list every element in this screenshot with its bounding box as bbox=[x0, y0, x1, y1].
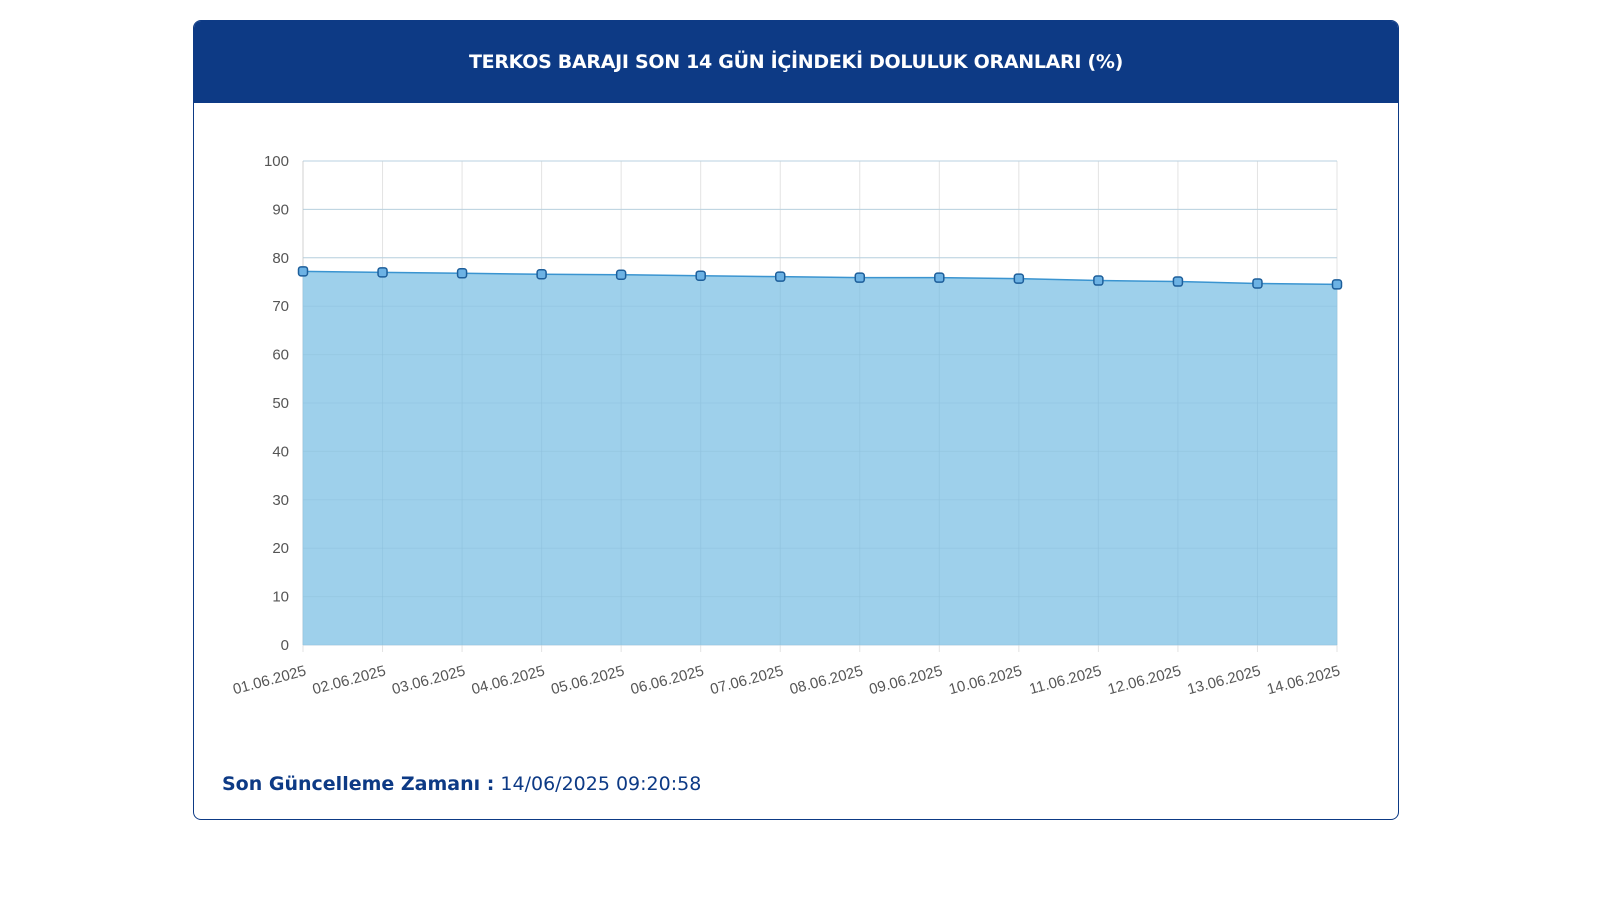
x-tick-label: 08.06.2025 bbox=[788, 662, 865, 698]
data-point bbox=[615, 269, 627, 280]
y-tick-label: 10 bbox=[272, 589, 289, 606]
x-tick-label: 11.06.2025 bbox=[1028, 662, 1104, 698]
y-tick-label: 100 bbox=[264, 153, 289, 170]
x-tick-label: 04.06.2025 bbox=[470, 662, 547, 698]
data-point bbox=[297, 266, 309, 277]
data-point bbox=[1252, 278, 1263, 289]
x-tick-label: 02.06.2025 bbox=[311, 662, 388, 698]
y-tick-label: 50 bbox=[272, 395, 289, 412]
y-tick-label: 90 bbox=[272, 201, 289, 218]
y-tick-label: 20 bbox=[272, 540, 289, 557]
last-update-value: 14/06/2025 09:20:58 bbox=[500, 773, 702, 795]
y-tick-label: 40 bbox=[272, 443, 289, 460]
x-tick-label: 07.06.2025 bbox=[708, 662, 785, 698]
last-update-label: Son Güncelleme Zamanı : bbox=[222, 773, 495, 795]
y-tick-label: 70 bbox=[272, 298, 289, 315]
y-tick-label: 0 bbox=[281, 637, 289, 654]
x-tick-label: 12.06.2025 bbox=[1106, 662, 1183, 698]
x-tick-label: 14.06.2025 bbox=[1265, 662, 1342, 698]
x-tick-label: 05.06.2025 bbox=[549, 662, 626, 698]
x-tick-label: 09.06.2025 bbox=[867, 662, 944, 698]
series-area bbox=[303, 271, 1337, 645]
last-update: Son Güncelleme Zamanı : 14/06/2025 09:20… bbox=[222, 773, 701, 795]
y-tick-label: 60 bbox=[272, 347, 289, 364]
data-point bbox=[1331, 279, 1343, 290]
data-point bbox=[774, 271, 786, 282]
data-point bbox=[934, 272, 945, 283]
x-tick-label: 13.06.2025 bbox=[1186, 662, 1263, 698]
chart-area: 0 10 20 30 40 50 60 70 80 90 100 01.06.2025 02.06.20… bbox=[194, 103, 1397, 743]
data-point bbox=[1013, 273, 1025, 284]
data-point bbox=[377, 267, 388, 278]
data-point bbox=[456, 268, 468, 279]
data-point bbox=[1093, 275, 1104, 286]
data-point bbox=[695, 270, 706, 281]
area-chart: 0 10 20 30 40 50 60 70 80 90 100 01.06.2025 02.06.20… bbox=[231, 153, 1343, 698]
data-point bbox=[536, 269, 547, 280]
y-tick-label: 80 bbox=[272, 250, 289, 267]
series-line bbox=[302, 270, 1338, 286]
chart-title: TERKOS BARAJI SON 14 GÜN İÇİNDEKİ DOLULU… bbox=[469, 51, 1123, 73]
card-header: TERKOS BARAJI SON 14 GÜN İÇİNDEKİ DOLULU… bbox=[194, 21, 1398, 103]
x-tick-label: 10.06.2025 bbox=[947, 662, 1024, 698]
chart-card: TERKOS BARAJI SON 14 GÜN İÇİNDEKİ DOLULU… bbox=[193, 20, 1399, 820]
x-tick-label: 01.06.2025 bbox=[231, 662, 308, 698]
data-point bbox=[854, 272, 866, 283]
x-tick-label: 03.06.2025 bbox=[390, 662, 467, 698]
x-tick-label: 06.06.2025 bbox=[629, 662, 706, 698]
data-point bbox=[1172, 276, 1184, 287]
y-tick-label: 30 bbox=[272, 492, 289, 509]
